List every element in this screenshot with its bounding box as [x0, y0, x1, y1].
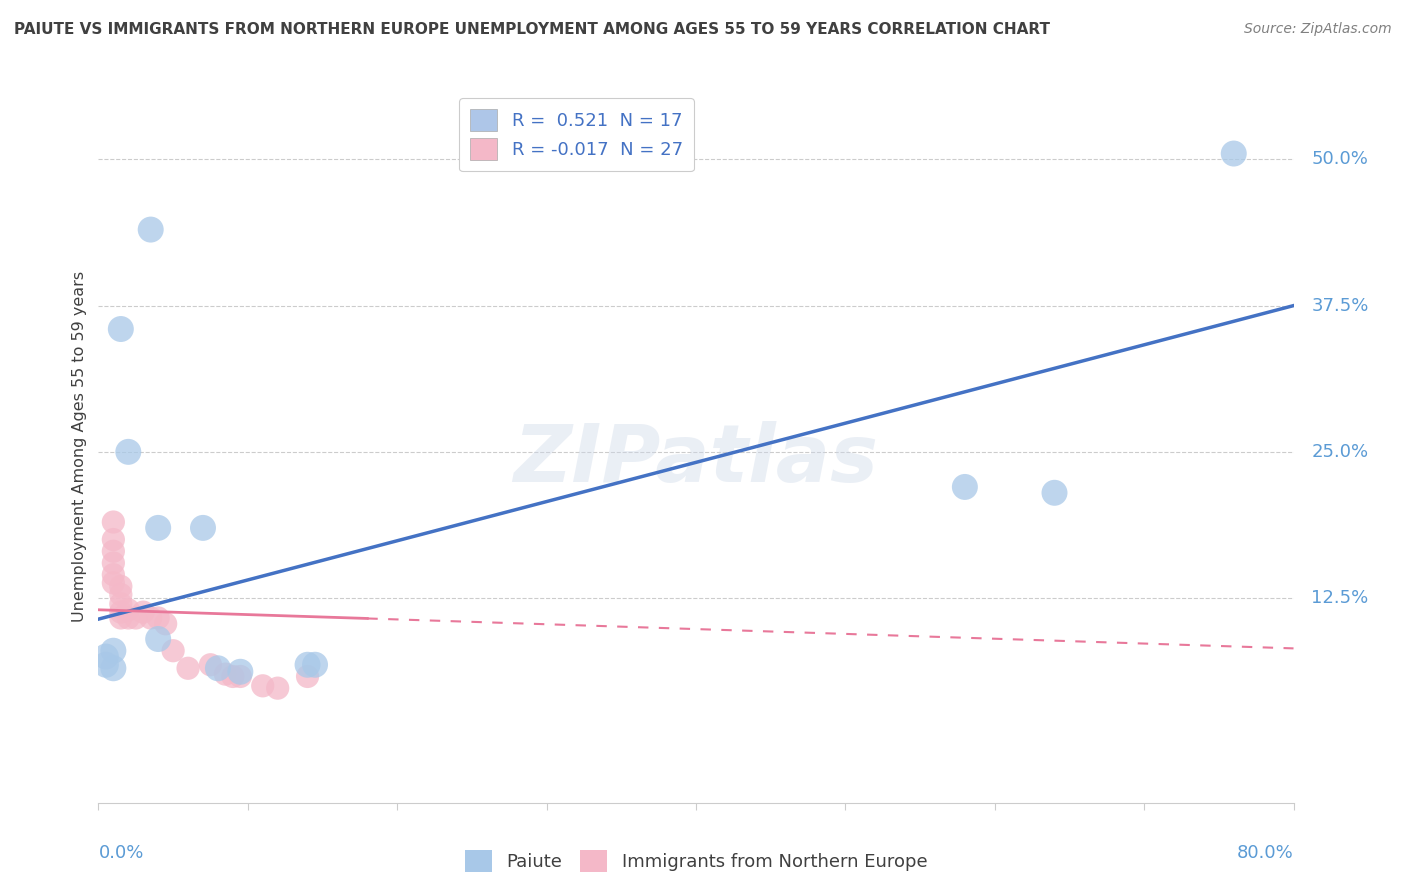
Point	[110, 579, 132, 593]
Text: 50.0%: 50.0%	[1312, 151, 1368, 169]
Text: ZIPatlas: ZIPatlas	[513, 421, 879, 500]
Y-axis label: Unemployment Among Ages 55 to 59 years: Unemployment Among Ages 55 to 59 years	[72, 270, 87, 622]
Point	[252, 679, 274, 693]
Point	[103, 533, 125, 547]
Point	[267, 681, 290, 695]
Text: 0.0%: 0.0%	[98, 844, 143, 862]
Point	[207, 661, 229, 675]
Point	[94, 657, 117, 672]
Point	[117, 603, 139, 617]
Point	[222, 669, 245, 683]
Text: 12.5%: 12.5%	[1312, 589, 1368, 607]
Point	[132, 605, 155, 619]
Point	[103, 567, 125, 582]
Point	[1043, 485, 1066, 500]
Point	[229, 669, 252, 683]
Point	[110, 588, 132, 602]
Point	[304, 657, 326, 672]
Point	[297, 657, 319, 672]
Text: 80.0%: 80.0%	[1237, 844, 1294, 862]
Point	[110, 597, 132, 611]
Point	[191, 521, 214, 535]
Point	[103, 644, 125, 658]
Point	[117, 611, 139, 625]
Point	[155, 616, 177, 631]
Point	[139, 611, 162, 625]
Point	[103, 661, 125, 675]
Point	[200, 657, 222, 672]
Point	[110, 322, 132, 336]
Point	[117, 445, 139, 459]
Point	[103, 575, 125, 590]
Point	[148, 632, 170, 646]
Point	[148, 611, 170, 625]
Text: Source: ZipAtlas.com: Source: ZipAtlas.com	[1244, 22, 1392, 37]
Point	[139, 222, 162, 236]
Point	[229, 665, 252, 679]
Point	[110, 611, 132, 625]
Text: 37.5%: 37.5%	[1312, 297, 1369, 315]
Point	[94, 649, 117, 664]
Point	[148, 521, 170, 535]
Text: 25.0%: 25.0%	[1312, 442, 1368, 461]
Point	[103, 515, 125, 529]
Text: PAIUTE VS IMMIGRANTS FROM NORTHERN EUROPE UNEMPLOYMENT AMONG AGES 55 TO 59 YEARS: PAIUTE VS IMMIGRANTS FROM NORTHERN EUROP…	[14, 22, 1050, 37]
Point	[214, 667, 236, 681]
Point	[103, 556, 125, 570]
Point	[125, 611, 148, 625]
Point	[177, 661, 200, 675]
Point	[1223, 146, 1246, 161]
Point	[297, 669, 319, 683]
Point	[110, 605, 132, 619]
Point	[103, 544, 125, 558]
Legend: Paiute, Immigrants from Northern Europe: Paiute, Immigrants from Northern Europe	[457, 843, 935, 880]
Point	[162, 644, 184, 658]
Point	[953, 480, 976, 494]
